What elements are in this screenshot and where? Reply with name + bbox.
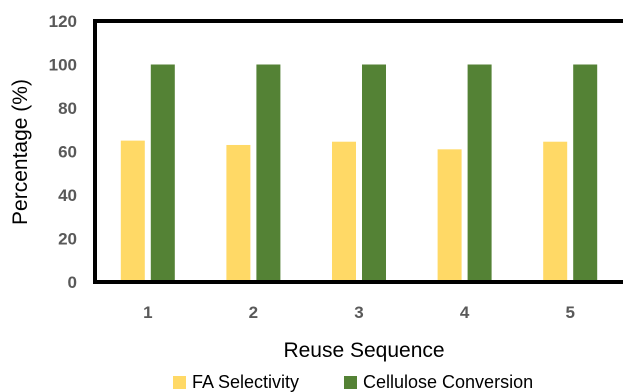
legend-label: Cellulose Conversion bbox=[363, 372, 533, 392]
bar-cellulose-conversion bbox=[573, 64, 598, 282]
bar-cellulose-conversion bbox=[150, 64, 175, 282]
plot-area: 0 20 40 60 80 100 120 1 2 3 4 5 bbox=[49, 12, 623, 322]
bar-fa-selectivity bbox=[120, 140, 145, 282]
legend-label: FA Selectivity bbox=[192, 372, 299, 392]
legend: FA Selectivity Cellulose Conversion bbox=[173, 372, 533, 392]
y-tick-label: 100 bbox=[49, 56, 77, 75]
bar-fa-selectivity bbox=[543, 141, 568, 282]
y-tick-label: 60 bbox=[58, 143, 77, 162]
y-tick-label: 40 bbox=[58, 186, 77, 205]
bar-fa-selectivity bbox=[437, 149, 462, 282]
y-tick-label: 80 bbox=[58, 99, 77, 118]
y-tick-label: 120 bbox=[49, 12, 77, 31]
y-tick-label: 20 bbox=[58, 230, 77, 249]
bar-cellulose-conversion bbox=[256, 64, 281, 282]
x-tick-label: 5 bbox=[565, 303, 574, 322]
legend-swatch bbox=[344, 376, 357, 389]
y-axis-title: Percentage (%) bbox=[9, 79, 32, 225]
x-axis-title: Reuse Sequence bbox=[283, 339, 444, 362]
x-tick-label: 1 bbox=[143, 303, 152, 322]
bar-cellulose-conversion bbox=[467, 64, 492, 282]
y-tick-label: 0 bbox=[68, 273, 77, 292]
x-tick-label: 3 bbox=[354, 303, 363, 322]
x-tick-label: 4 bbox=[460, 303, 470, 322]
bar-fa-selectivity bbox=[226, 144, 251, 282]
x-tick-label: 2 bbox=[249, 303, 258, 322]
bar-fa-selectivity bbox=[332, 141, 356, 282]
legend-swatch bbox=[173, 376, 186, 389]
bar-cellulose-conversion bbox=[362, 64, 386, 282]
